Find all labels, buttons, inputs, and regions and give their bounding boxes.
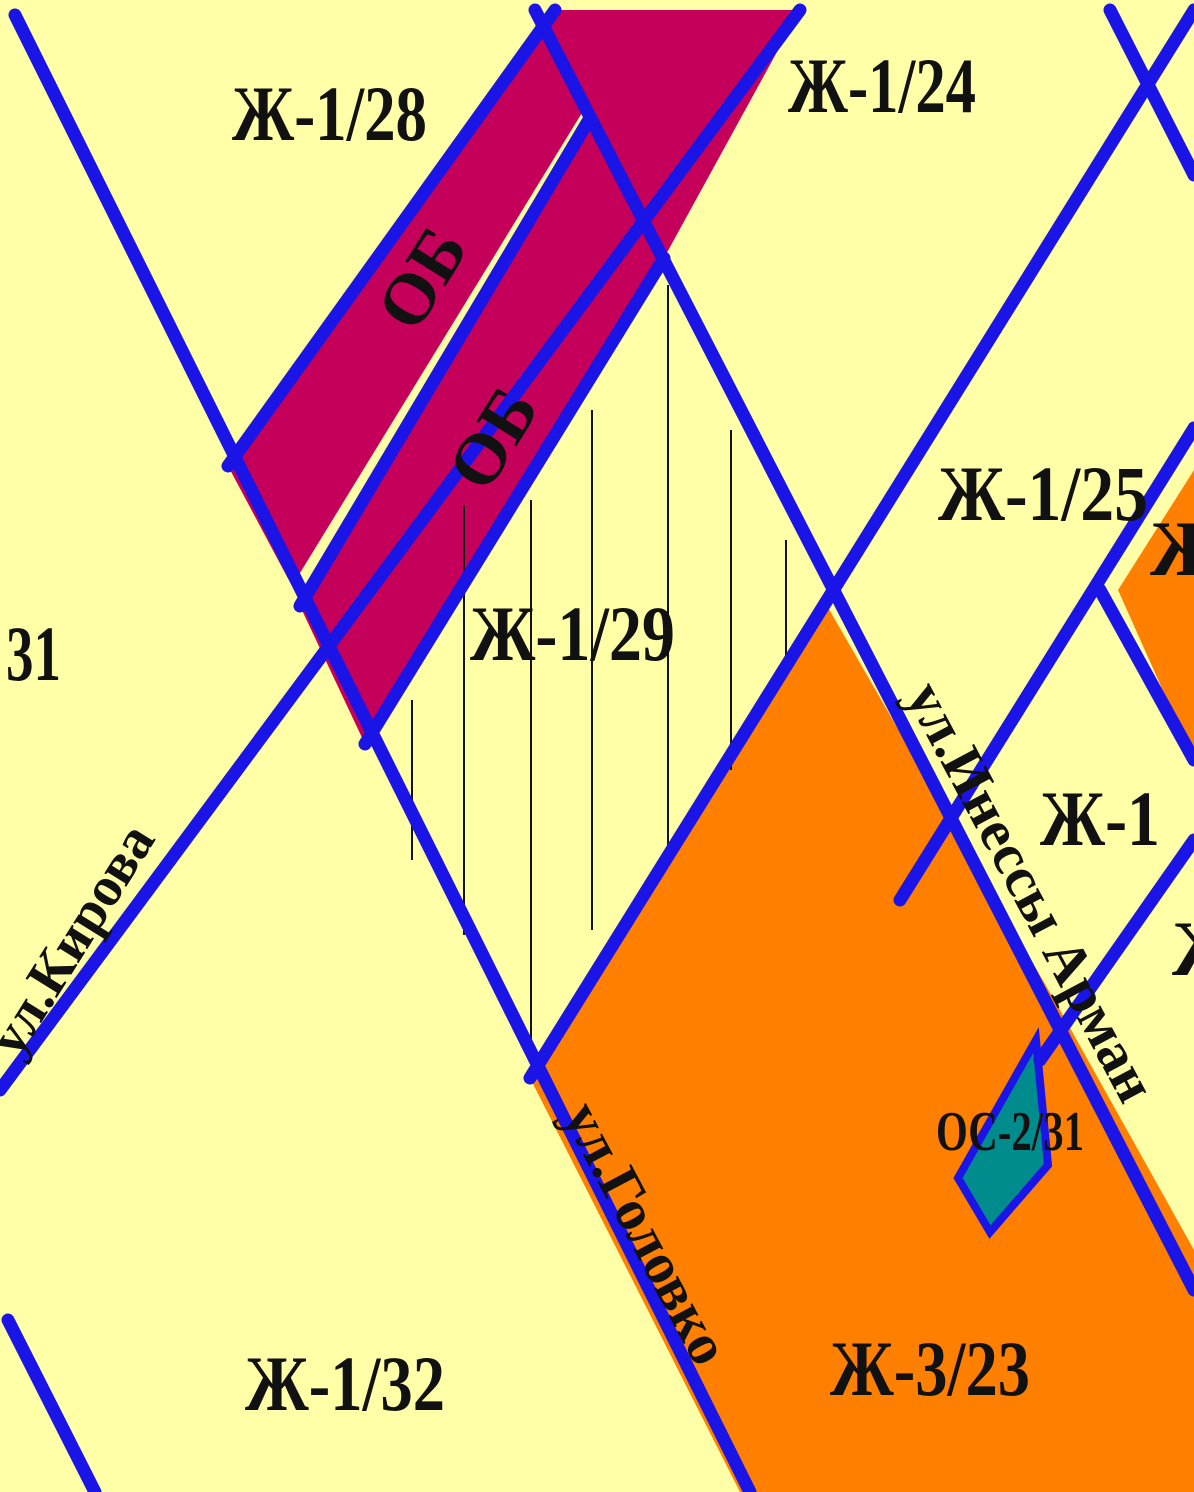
zone-label-os-2-31: ОС-2/31 [936,1101,1084,1163]
road-ob-mid [293,111,597,613]
road-diag-se-right2 [1093,583,1194,767]
zone-label-zh-1-24: Ж-1/24 [788,42,976,129]
road-ob-lower-edge [358,251,671,751]
zone-label-zh-1-32: Ж-1/32 [245,1340,445,1427]
road-ob-upper-edge [221,3,562,473]
zone-label-zh-1-25: Ж-1/25 [938,450,1148,537]
zone-label-zh-1-partial: Ж-1 [1040,775,1160,862]
zone-right-orange-area [1118,470,1194,760]
zone-label-left-partial: 31 [6,610,61,697]
road-diag-ne-3 [1033,833,1194,1067]
road-diag-ne-1 [523,3,1194,1085]
road-diag-se-right [1103,3,1194,182]
zone-label-zh-1-29: Ж-1/29 [470,590,675,677]
zone-os-2-31-area [953,1026,1053,1239]
road-network [0,3,1194,1492]
road-diag-ne-2 [893,421,1194,907]
zone-zh-3-23-area [530,604,1194,1492]
zone-ob-upper-area [228,10,645,586]
road-inessy-armand [528,3,1194,1297]
zone-label-right-partial-mid: Ж [1172,905,1194,992]
zone-label-right-partial-top: Ж [1150,505,1194,592]
zone-label-zh-3-23: Ж-3/23 [830,1325,1030,1412]
zone-zh-1-29-hatching [411,285,787,1060]
zone-ob-top-area [555,10,800,258]
road-bottom-left [1,1313,102,1492]
road-golovko [8,8,757,1492]
road-kirova [0,3,807,1097]
zone-label-zh-1-28: Ж-1/28 [232,70,427,157]
